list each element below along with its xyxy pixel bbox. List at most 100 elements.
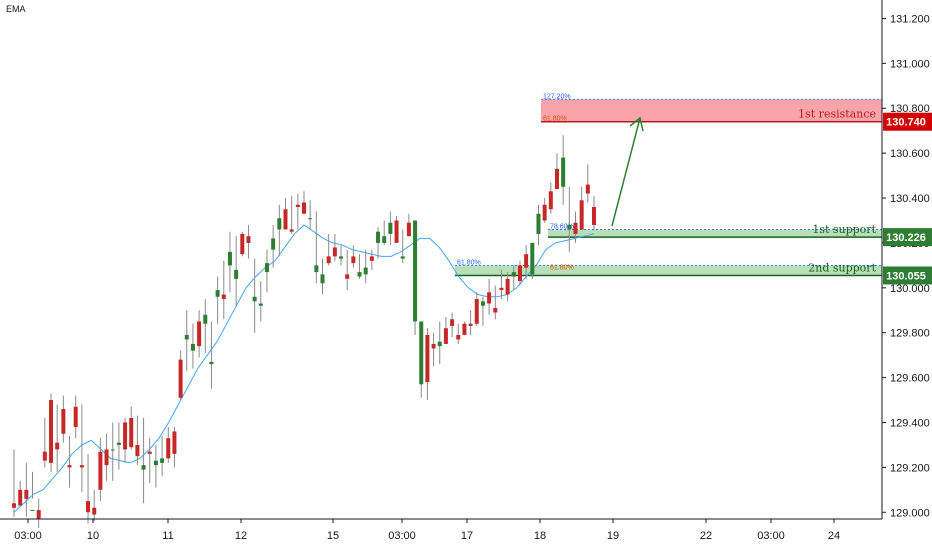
- candle-body: [579, 200, 584, 230]
- zone-rect: [548, 229, 882, 238]
- y-tick-label: 130.800: [890, 103, 930, 115]
- candle-body: [12, 503, 16, 508]
- candle-body: [203, 314, 208, 324]
- candle-body: [561, 157, 566, 187]
- candle-body: [406, 222, 411, 237]
- x-tick-label: 03:00: [388, 530, 416, 542]
- plot-area: [0, 0, 882, 519]
- candle-body: [388, 222, 393, 234]
- candle-body: [258, 303, 263, 306]
- candle-body: [592, 207, 596, 225]
- candle-body: [419, 321, 424, 385]
- candle-body: [135, 444, 140, 457]
- candle-body: [339, 256, 344, 259]
- x-tick-label: 10: [87, 530, 99, 542]
- candle-body: [215, 290, 220, 297]
- fib-label-top: 127.20%: [543, 93, 571, 100]
- candle-body: [18, 489, 23, 506]
- candle-body: [443, 328, 448, 344]
- candle-body: [357, 272, 362, 277]
- candle-body: [240, 233, 245, 255]
- candle-body: [456, 334, 461, 340]
- candle-body: [499, 287, 504, 291]
- candle-body: [141, 465, 146, 470]
- candle-body: [505, 278, 510, 295]
- candle-body: [110, 449, 115, 451]
- candle-body: [585, 184, 590, 194]
- candle-body: [271, 238, 276, 250]
- candle-body: [376, 231, 381, 243]
- candle-body: [295, 204, 300, 208]
- y-tick-label: 131.000: [890, 58, 930, 70]
- candle-body: [264, 263, 269, 273]
- x-tick-label: 11: [162, 530, 173, 542]
- candle-body: [548, 191, 553, 210]
- y-tick-label: 130.000: [890, 283, 930, 295]
- ema-layer: [13, 224, 595, 513]
- candle-body: [283, 209, 288, 230]
- y-tick-label: 131.200: [890, 13, 930, 25]
- candle-body: [450, 319, 455, 326]
- candle-body: [573, 222, 578, 234]
- candle-body: [487, 292, 492, 304]
- candle-body: [209, 361, 214, 365]
- fib-label-top: 78.60%: [550, 223, 574, 230]
- candle-body: [190, 343, 195, 351]
- candle-body: [554, 168, 559, 190]
- x-tick-label: 19: [607, 530, 619, 542]
- candle-body: [394, 220, 399, 243]
- candle-body: [332, 247, 337, 257]
- y-axis-ticks: 131.200 131.000 130.800 130.600 130.400 130.2…: [882, 13, 930, 519]
- fib-label-bottom: 61.80%: [543, 116, 567, 123]
- forecast-arrow: [611, 116, 644, 227]
- x-axis-ticks: 03:00 10 11 12 15 03:00 17 18 19 22 03:00 24: [14, 519, 840, 542]
- candle-body: [116, 442, 121, 445]
- y-tick-label: 130.400: [890, 193, 930, 205]
- candle-body: [308, 218, 313, 220]
- candle-body: [221, 294, 226, 300]
- candle-body: [160, 458, 165, 463]
- candle-body: [24, 489, 29, 499]
- price-badge: [883, 112, 932, 131]
- candle-body: [363, 267, 368, 275]
- x-tick-label: 03:00: [757, 530, 785, 542]
- candle-body: [30, 510, 35, 512]
- candle-body: [474, 299, 479, 324]
- candle-body: [92, 507, 97, 515]
- y-tick-label: 129.400: [890, 417, 930, 429]
- zones-layer: 1st resistance 127.20% 61.80% 1st support 78…: [455, 93, 882, 277]
- candle-body: [536, 213, 541, 234]
- y-tick-label: 129.000: [890, 507, 930, 519]
- candle-body: [67, 465, 72, 468]
- candle-body: [468, 323, 473, 326]
- candle-body: [413, 220, 418, 322]
- candle-body: [314, 265, 319, 273]
- x-tick-label: 24: [828, 530, 840, 542]
- candles-layer: [12, 135, 596, 528]
- candle-body: [567, 224, 572, 230]
- y-tick-label: 129.600: [890, 373, 930, 385]
- y-tick-label: 129.200: [890, 462, 930, 474]
- x-tick-label: 03:00: [14, 530, 42, 542]
- x-tick-label: 17: [461, 530, 473, 542]
- candle-body: [55, 442, 60, 450]
- candle-body: [437, 341, 442, 347]
- candle-body: [49, 400, 54, 463]
- candle-body: [166, 438, 171, 459]
- candle-body: [462, 323, 467, 335]
- candle-body: [153, 460, 158, 466]
- x-tick-label: 22: [700, 530, 712, 542]
- candle-body: [104, 449, 109, 466]
- candle-body: [302, 202, 306, 214]
- ema-legend: EMA: [6, 4, 26, 14]
- candle-body: [246, 236, 251, 243]
- zone-rect: [455, 265, 882, 276]
- zone-label: 1st support: [812, 223, 876, 236]
- fib-label-top: 61.80%: [457, 259, 481, 266]
- candle-body: [147, 451, 152, 454]
- candle-body: [277, 218, 282, 230]
- price-badge: [883, 266, 932, 285]
- candle-body: [123, 422, 128, 450]
- candle-body: [42, 451, 47, 461]
